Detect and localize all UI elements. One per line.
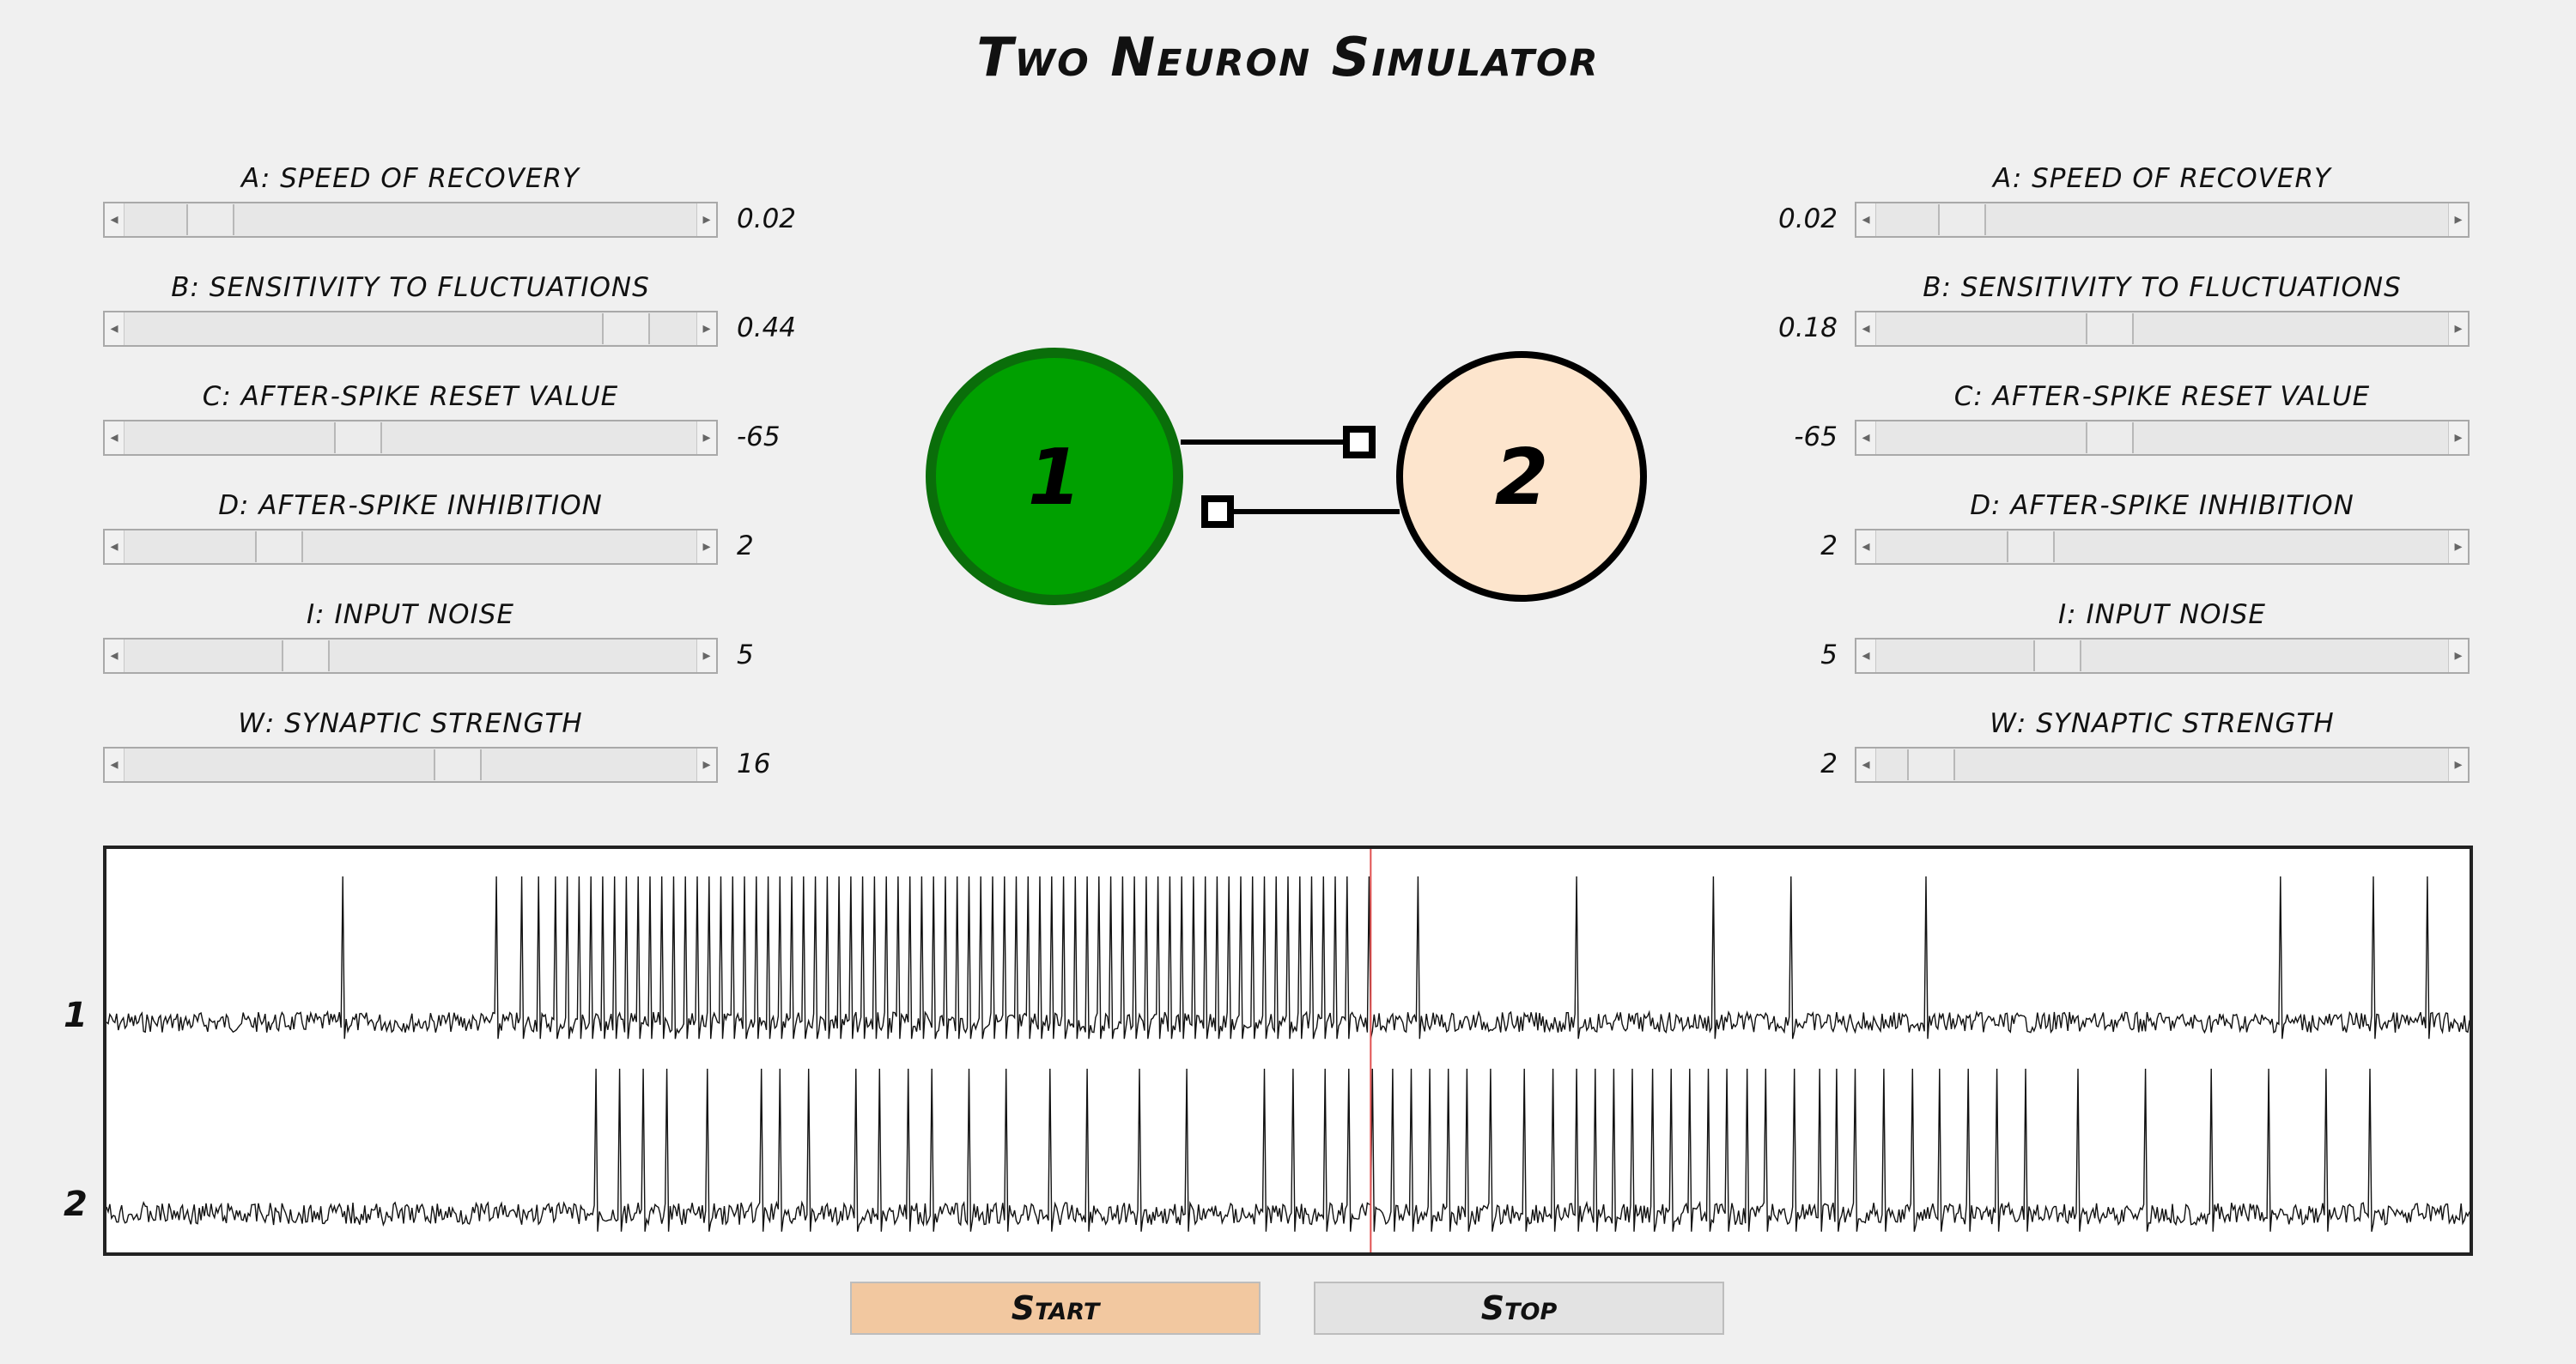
- scroll-left-arrow-icon[interactable]: ◂: [105, 203, 125, 236]
- scroll-right-arrow-icon[interactable]: ▸: [2448, 640, 2468, 672]
- scroll-left-arrow-icon[interactable]: ◂: [1856, 203, 1876, 236]
- scroll-left-arrow-icon[interactable]: ◂: [1856, 421, 1876, 454]
- left-slider-0[interactable]: ◂ ▸: [103, 202, 718, 238]
- left-slider-label-2: C: after-spike reset value: [202, 381, 619, 412]
- app-title: Two Neuron Simulator: [976, 26, 1600, 88]
- left-slider-label-5: W: synaptic strength: [238, 708, 583, 739]
- right-slider-thumb-2[interactable]: [2085, 422, 2134, 453]
- left-slider-thumb-0[interactable]: [186, 204, 235, 235]
- right-slider-label-4: I: input noise: [2058, 599, 2266, 630]
- scroll-right-arrow-icon[interactable]: ▸: [2448, 530, 2468, 563]
- right-slider-label-3: D: after-spike inhibition: [1970, 490, 2354, 521]
- scroll-left-arrow-icon[interactable]: ◂: [105, 530, 125, 563]
- left-slider-value-1: 0.44: [737, 312, 797, 343]
- right-slider-value-1: 0.18: [1777, 312, 1838, 343]
- left-slider-thumb-5[interactable]: [434, 749, 483, 780]
- right-slider-1[interactable]: ◂ ▸: [1855, 311, 2470, 347]
- scroll-left-arrow-icon[interactable]: ◂: [105, 421, 125, 454]
- neuron-2[interactable]: [1396, 351, 1647, 602]
- right-slider-value-2: -65: [1794, 421, 1838, 452]
- left-slider-3[interactable]: ◂ ▸: [103, 529, 718, 565]
- scroll-left-arrow-icon[interactable]: ◂: [105, 749, 125, 781]
- left-slider-1[interactable]: ◂ ▸: [103, 311, 718, 347]
- right-slider-value-0: 0.02: [1777, 203, 1838, 234]
- scroll-left-arrow-icon[interactable]: ◂: [1856, 640, 1876, 672]
- right-slider-thumb-5[interactable]: [1906, 749, 1955, 780]
- scroll-right-arrow-icon[interactable]: ▸: [696, 749, 716, 781]
- right-slider-thumb-4[interactable]: [2032, 640, 2081, 671]
- right-slider-thumb-0[interactable]: [1938, 204, 1987, 235]
- scroll-right-arrow-icon[interactable]: ▸: [696, 530, 716, 563]
- left-slider-thumb-1[interactable]: [601, 313, 650, 344]
- neuron-1-trace: [106, 876, 2470, 1040]
- scroll-left-arrow-icon[interactable]: ◂: [105, 312, 125, 345]
- right-slider-label-0: A: speed of recovery: [1993, 163, 2331, 194]
- left-slider-value-2: -65: [737, 421, 781, 452]
- left-slider-value-3: 2: [737, 530, 754, 561]
- right-slider-label-5: W: synaptic strength: [1990, 708, 2335, 739]
- right-slider-4[interactable]: ◂ ▸: [1855, 638, 2470, 674]
- scroll-left-arrow-icon[interactable]: ◂: [105, 640, 125, 672]
- neuron-1-label: 1: [1028, 433, 1082, 523]
- right-slider-3[interactable]: ◂ ▸: [1855, 529, 2470, 565]
- right-slider-value-4: 5: [1820, 640, 1838, 670]
- left-slider-value-0: 0.02: [737, 203, 797, 234]
- left-slider-label-1: B: sensitivity to fluctuations: [171, 272, 650, 303]
- scroll-left-arrow-icon[interactable]: ◂: [1856, 312, 1876, 345]
- scroll-right-arrow-icon[interactable]: ▸: [2448, 312, 2468, 345]
- left-slider-value-4: 5: [737, 640, 754, 670]
- scroll-right-arrow-icon[interactable]: ▸: [696, 640, 716, 672]
- right-slider-label-2: C: after-spike reset value: [1953, 381, 2371, 412]
- right-slider-2[interactable]: ◂ ▸: [1855, 420, 2470, 456]
- left-slider-thumb-3[interactable]: [255, 531, 303, 562]
- scroll-left-arrow-icon[interactable]: ◂: [1856, 530, 1876, 563]
- stop-button[interactable]: Stop: [1314, 1282, 1724, 1335]
- left-slider-label-0: A: speed of recovery: [241, 163, 580, 194]
- synapse-terminal-2: [1343, 426, 1376, 458]
- right-slider-0[interactable]: ◂ ▸: [1855, 202, 2470, 238]
- left-slider-thumb-2[interactable]: [333, 422, 382, 453]
- scroll-right-arrow-icon[interactable]: ▸: [2448, 749, 2468, 781]
- spike-trace-panel: [103, 846, 2473, 1256]
- right-slider-5[interactable]: ◂ ▸: [1855, 747, 2470, 783]
- left-slider-label-3: D: after-spike inhibition: [218, 490, 603, 521]
- neuron-2-trace: [106, 1068, 2470, 1232]
- right-slider-value-5: 2: [1820, 749, 1838, 779]
- neuron-1[interactable]: [926, 348, 1183, 605]
- left-slider-label-4: I: input noise: [307, 599, 514, 630]
- trace-label-1: 1: [64, 996, 88, 1035]
- left-slider-4[interactable]: ◂ ▸: [103, 638, 718, 674]
- scroll-right-arrow-icon[interactable]: ▸: [696, 312, 716, 345]
- left-slider-2[interactable]: ◂ ▸: [103, 420, 718, 456]
- spike-trace-plot: [106, 849, 2470, 1252]
- trace-label-2: 2: [64, 1185, 88, 1224]
- right-slider-value-3: 2: [1820, 530, 1838, 561]
- left-slider-thumb-4[interactable]: [281, 640, 330, 671]
- synapse-terminal-1: [1201, 495, 1234, 528]
- scroll-right-arrow-icon[interactable]: ▸: [2448, 203, 2468, 236]
- right-slider-label-1: B: sensitivity to fluctuations: [1923, 272, 2402, 303]
- right-slider-thumb-1[interactable]: [2085, 313, 2134, 344]
- scroll-left-arrow-icon[interactable]: ◂: [1856, 749, 1876, 781]
- right-slider-thumb-3[interactable]: [2007, 531, 2055, 562]
- left-slider-5[interactable]: ◂ ▸: [103, 747, 718, 783]
- left-slider-value-5: 16: [737, 749, 771, 779]
- scroll-right-arrow-icon[interactable]: ▸: [696, 203, 716, 236]
- scroll-right-arrow-icon[interactable]: ▸: [696, 421, 716, 454]
- neuron-2-label: 2: [1495, 433, 1549, 523]
- start-button[interactable]: Start: [850, 1282, 1261, 1335]
- scroll-right-arrow-icon[interactable]: ▸: [2448, 421, 2468, 454]
